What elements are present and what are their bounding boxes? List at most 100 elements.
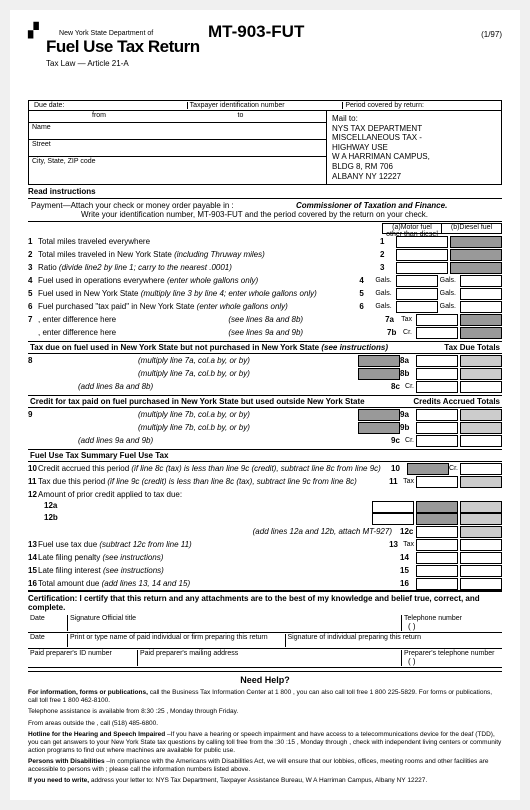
mail-l5: BLDG 8, RM 706: [332, 162, 496, 172]
l15-box[interactable]: [416, 565, 458, 577]
tax-law: Tax Law — Article 21-A: [46, 59, 502, 68]
sec-tax-due-hdr: Tax due on fuel used in New York State b…: [28, 341, 502, 354]
l9b-mid: [358, 422, 400, 434]
gals5a: Gals.: [373, 290, 393, 297]
l9a-box[interactable]: [416, 409, 458, 421]
l9bi: (multiply line 7b, col.b by, or by): [138, 423, 250, 432]
column-headers: (a)Motor fuel other than diesel (b)Diese…: [28, 223, 502, 234]
sig-row-3: Paid preparer's ID number Paid preparer'…: [28, 649, 502, 668]
to-label: to: [178, 112, 324, 121]
l4b-box[interactable]: [460, 275, 502, 287]
mail-to: Mail to: NYS TAX DEPARTMENT MISCELLANEOU…: [326, 111, 501, 184]
prep-tel[interactable]: Preparer's telephone number: [404, 650, 494, 657]
l16-desc: Total amount due: [38, 579, 99, 588]
sec-credit-hdr: Credit for tax paid on fuel purchased in…: [28, 395, 502, 408]
sig-prep[interactable]: Signature of individual preparing this r…: [286, 634, 503, 647]
sig-date[interactable]: Date: [28, 615, 68, 631]
gals6a: Gals.: [373, 303, 393, 310]
mail-l6: ALBANY NY 12227: [332, 172, 496, 182]
revision: (1/97): [481, 30, 502, 39]
certification: Certification: I certify that this retur…: [28, 590, 502, 614]
l12c-box[interactable]: [416, 526, 458, 538]
l2-box[interactable]: [396, 249, 448, 261]
l14-box[interactable]: [416, 552, 458, 564]
l3-desc: Ratio: [38, 263, 57, 272]
l7a-box[interactable]: [416, 314, 458, 326]
l8b-box[interactable]: [416, 368, 458, 380]
from-label: from: [32, 112, 178, 121]
sig-date2[interactable]: Date: [28, 634, 68, 647]
l14-desc: Late filing penalty: [38, 553, 100, 562]
l6a-box[interactable]: [396, 301, 438, 313]
l14-rt[interactable]: [460, 552, 502, 564]
l12a-box[interactable]: [372, 501, 414, 513]
form-number: MT-903-FUT: [208, 22, 304, 42]
l4-desc: Fuel used in operations everywhere: [38, 276, 165, 285]
l8a-box[interactable]: [416, 355, 458, 367]
l12b-lbl: 12b: [44, 513, 58, 525]
l7ai: (see lines 8a and 8b): [228, 315, 303, 324]
l15-desc: Late filing interest: [38, 566, 101, 575]
l14i: (see instructions): [103, 553, 164, 562]
pay-l1a: Payment—Attach your check or money order…: [31, 201, 234, 210]
l12b-box[interactable]: [372, 513, 414, 525]
l4a-box[interactable]: [396, 275, 438, 287]
help-p5t: Persons with Disabilities: [28, 758, 105, 765]
csz-field[interactable]: City, State, ZIP code: [29, 157, 326, 174]
l6b-box[interactable]: [460, 301, 502, 313]
street-field[interactable]: Street: [29, 140, 326, 157]
read-instructions: Read instructions: [28, 185, 502, 198]
l12-desc: Amount of prior credit applied to tax du…: [38, 490, 182, 499]
l7b-na: [460, 327, 502, 339]
l7a-na: [460, 314, 502, 326]
help-p3: From areas outside the , call (518) 485-…: [28, 720, 502, 728]
prep-addr[interactable]: Paid preparer's mailing address: [138, 650, 402, 666]
l6i: (enter whole gallons only): [197, 302, 288, 311]
sig-tel[interactable]: Telephone number: [404, 615, 462, 622]
l12a-rt: [416, 501, 458, 513]
l16-rt[interactable]: [460, 578, 502, 590]
l12c-rt: [460, 526, 502, 538]
l8c-box[interactable]: [416, 381, 458, 393]
due-label: Due date:: [34, 102, 64, 109]
l7a-desc: , enter difference here: [38, 315, 116, 324]
l9c-rt[interactable]: [460, 435, 502, 447]
sig-official[interactable]: Signature Official title: [68, 615, 402, 631]
l12c-add: (add lines 12a and 12b, attach MT-927): [253, 527, 392, 536]
l9a-mid: [358, 409, 400, 421]
taxpayer-block: Due date: Taxpayer identification number…: [28, 100, 502, 185]
l11-box[interactable]: [416, 476, 458, 488]
l8c-rt[interactable]: [460, 381, 502, 393]
l7b-box[interactable]: [416, 327, 458, 339]
l16-box[interactable]: [416, 578, 458, 590]
l3-box[interactable]: [396, 262, 448, 274]
l9c-box[interactable]: [416, 435, 458, 447]
name-field[interactable]: Name: [29, 123, 326, 140]
l9a-rt: [460, 409, 502, 421]
l3-na: [450, 262, 502, 274]
l8ai: (multiply line 7a, col.a by, or by): [138, 356, 250, 365]
cr10: Cr.: [449, 465, 458, 472]
l9b-box[interactable]: [416, 422, 458, 434]
help-p6: address your letter to: NYS Tax Departme…: [89, 777, 427, 784]
l12b-rt: [416, 513, 458, 525]
l6-desc: Fuel purchased "tax paid" in New York St…: [38, 302, 194, 311]
l5b-box[interactable]: [460, 288, 502, 300]
prep-id[interactable]: Paid preparer's ID number: [28, 650, 138, 666]
sig-print[interactable]: Print or type name of paid individual or…: [68, 634, 286, 647]
l15-rt[interactable]: [460, 565, 502, 577]
l9ai: (multiply line 7b, col.a by, or by): [138, 410, 250, 419]
col-b-hdr: (b)Diesel fuel: [442, 223, 502, 234]
lines-1-7: 1Total miles traveled everywhere1 2Total…: [28, 235, 502, 339]
l13i: (subtract 12c from line 11): [99, 540, 191, 549]
l13-box[interactable]: [416, 539, 458, 551]
sig-row-2: Date Print or type name of paid individu…: [28, 633, 502, 649]
col-a-hdr: (a)Motor fuel other than diesel: [382, 223, 442, 234]
l2-desc: Total miles traveled in New York State: [38, 250, 172, 259]
l8a-rt: [460, 355, 502, 367]
l10-box[interactable]: [460, 463, 502, 475]
l13-rt[interactable]: [460, 539, 502, 551]
l1-box[interactable]: [396, 236, 448, 248]
period-row: Due date: Taxpayer identification number…: [29, 101, 501, 111]
l5a-box[interactable]: [396, 288, 438, 300]
